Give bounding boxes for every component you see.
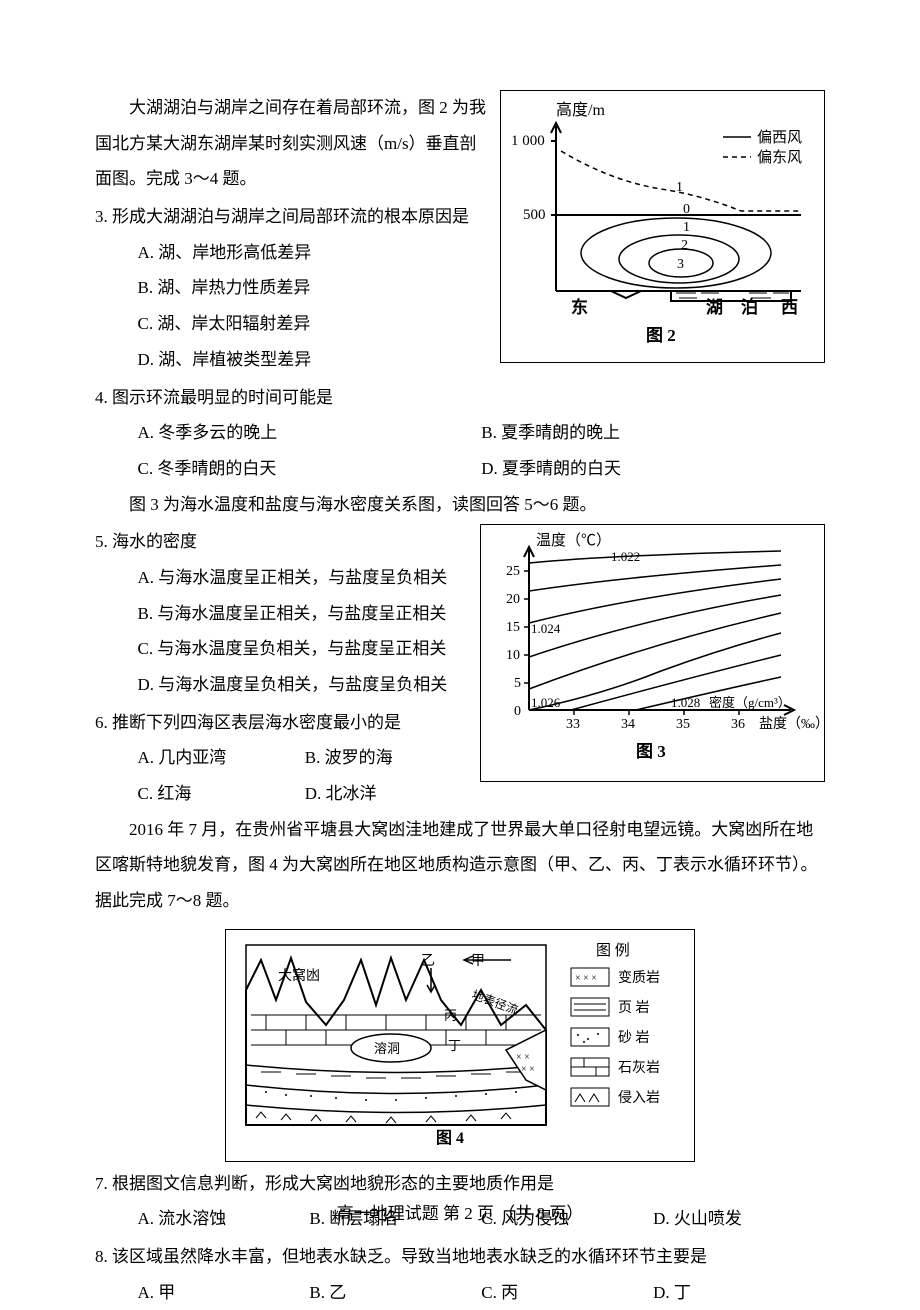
q8-options: A. 甲 B. 乙 C. 丙 D. 丁 — [95, 1275, 825, 1310]
svg-text:侵入岩: 侵入岩 — [618, 1089, 660, 1106]
svg-text:2: 2 — [681, 238, 688, 253]
section-2: 温度（℃） 25 20 15 10 5 0 33 34 35 — [95, 524, 825, 812]
figure-4-svg: 溶洞 × × × × — [226, 930, 694, 1148]
svg-text:0: 0 — [683, 202, 690, 217]
figure-4-container: 溶洞 × × × × — [95, 929, 825, 1162]
svg-text:1: 1 — [683, 220, 690, 235]
q4-option-d[interactable]: D. 夏季晴朗的白天 — [481, 451, 825, 487]
q8-option-d[interactable]: D. 丁 — [653, 1275, 825, 1310]
figure-3-svg: 温度（℃） 25 20 15 10 5 0 33 34 35 — [481, 525, 824, 768]
svg-text:1.028: 1.028 — [671, 695, 700, 710]
svg-text:变质岩: 变质岩 — [618, 970, 660, 986]
svg-text:35: 35 — [676, 717, 690, 732]
q8-option-b[interactable]: B. 乙 — [309, 1275, 481, 1310]
figure-4-caption: 图 4 — [436, 1129, 464, 1147]
svg-text:溶洞: 溶洞 — [374, 1041, 400, 1056]
q6-option-d[interactable]: D. 北冰洋 — [305, 776, 472, 812]
q4-option-c[interactable]: C. 冬季晴朗的白天 — [138, 451, 482, 487]
svg-text:石灰岩: 石灰岩 — [618, 1060, 660, 1076]
q4-option-b[interactable]: B. 夏季晴朗的晚上 — [481, 415, 825, 451]
svg-text:页 岩: 页 岩 — [618, 1000, 650, 1016]
svg-text:0: 0 — [514, 704, 521, 719]
svg-text:36: 36 — [731, 717, 745, 732]
svg-text:密度（g/cm³）: 密度（g/cm³） — [709, 695, 791, 710]
svg-text:大窝凼: 大窝凼 — [278, 967, 320, 984]
fig4-legend-title: 图 例 — [596, 942, 630, 959]
svg-text:34: 34 — [621, 717, 635, 732]
q8-option-c[interactable]: C. 丙 — [481, 1275, 653, 1310]
section3-intro: 2016 年 7 月，在贵州省平塘县大窝凼洼地建成了世界最大单口径射电望远镜。大… — [95, 812, 825, 919]
svg-text:乙: 乙 — [421, 953, 435, 969]
svg-text:5: 5 — [514, 676, 521, 691]
svg-text:砂 岩: 砂 岩 — [618, 1030, 650, 1046]
svg-text:1.026: 1.026 — [531, 695, 561, 710]
svg-text:1: 1 — [676, 180, 683, 195]
svg-text:丁: 丁 — [448, 1038, 461, 1053]
fig2-ytick-500: 500 — [523, 207, 546, 223]
q6-option-a[interactable]: A. 几内亚湾 — [138, 740, 305, 776]
section2-intro: 图 3 为海水温度和盐度与海水密度关系图，读图回答 5～6 题。 — [95, 487, 825, 523]
figure-4: 溶洞 × × × × — [225, 929, 695, 1162]
svg-text:盐度（‰）: 盐度（‰） — [759, 716, 824, 732]
svg-text:1.022: 1.022 — [611, 549, 640, 564]
q6-option-c[interactable]: C. 红海 — [138, 776, 305, 812]
svg-text:20: 20 — [506, 592, 520, 607]
svg-text:15: 15 — [506, 620, 520, 635]
q6-option-b[interactable]: B. 波罗的海 — [305, 740, 472, 776]
q4-options: A. 冬季多云的晚上 B. 夏季晴朗的晚上 C. 冬季晴朗的白天 D. 夏季晴朗… — [95, 415, 825, 486]
svg-text:25: 25 — [506, 564, 520, 579]
svg-text:10: 10 — [506, 648, 520, 663]
figure-2-caption: 图 2 — [646, 326, 676, 345]
svg-text:偏西风: 偏西风 — [757, 129, 802, 146]
svg-text:3: 3 — [677, 257, 684, 272]
q8-option-a[interactable]: A. 甲 — [138, 1275, 310, 1310]
svg-text:西: 西 — [781, 298, 798, 317]
svg-text:33: 33 — [566, 717, 580, 732]
page-footer: 高一地理试题 第 2 页 （共 8 页） — [0, 1196, 920, 1232]
svg-text:1.024: 1.024 — [531, 621, 561, 636]
q4-stem: 4. 图示环流最明显的时间可能是 — [95, 380, 825, 416]
svg-text:泊: 泊 — [741, 298, 758, 317]
svg-text:偏东风: 偏东风 — [757, 149, 802, 166]
svg-text:× ×: × × — [516, 1052, 530, 1063]
svg-text:× × ×: × × × — [575, 973, 597, 984]
svg-text:东: 东 — [571, 297, 588, 317]
fig2-y-title: 高度/m — [556, 101, 605, 119]
figure-3-caption: 图 3 — [636, 742, 666, 761]
fig2-ytick-1000: 1 000 — [511, 133, 545, 149]
svg-text:× ×: × × — [521, 1064, 535, 1075]
fig3-y-label: 温度（℃） — [536, 532, 611, 549]
q4-option-a[interactable]: A. 冬季多云的晚上 — [138, 415, 482, 451]
figure-3: 温度（℃） 25 20 15 10 5 0 33 34 35 — [480, 524, 825, 782]
page-content: 高度/m 1 000 500 — [95, 90, 825, 1310]
svg-text:湖: 湖 — [706, 298, 723, 317]
figure-2-svg: 高度/m 1 000 500 — [501, 91, 824, 349]
figure-2: 高度/m 1 000 500 — [500, 90, 825, 363]
q8-stem: 8. 该区域虽然降水丰富，但地表水缺乏。导致当地地表水缺乏的水循环环节主要是 — [95, 1239, 825, 1275]
svg-text:丙: 丙 — [444, 1008, 457, 1023]
section-1: 高度/m 1 000 500 — [95, 90, 825, 487]
